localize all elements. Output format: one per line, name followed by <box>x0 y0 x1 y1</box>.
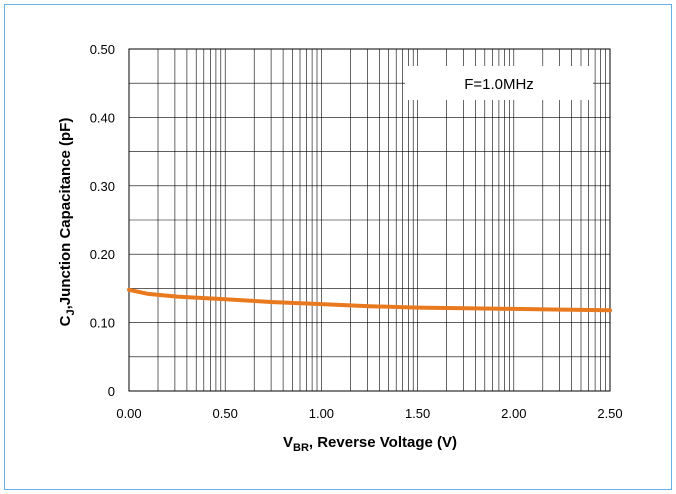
y-axis-title-main: C <box>57 315 74 326</box>
grid-lines <box>129 49 610 391</box>
y-tick-label: 0.40 <box>90 110 115 125</box>
x-tick-label: 0.50 <box>213 406 238 421</box>
y-axis-title-rest: ,Junction Capacitance (pF) <box>57 118 74 310</box>
x-tick-label: 2.00 <box>501 406 526 421</box>
series-line <box>127 287 612 313</box>
y-tick-label: 0.10 <box>90 316 115 331</box>
x-tick-label: 0.00 <box>116 406 141 421</box>
x-axis-title-main: V <box>283 434 293 451</box>
y-axis-title: CJ,Junction Capacitance (pF) <box>57 118 77 327</box>
series-layer <box>127 287 612 313</box>
x-tick-label: 2.50 <box>597 406 622 421</box>
x-tick-label: 1.50 <box>405 406 430 421</box>
y-tick-label: 0.50 <box>90 42 115 57</box>
x-axis-title-rest: , Reverse Voltage (V) <box>309 434 457 451</box>
y-tick-label: 0 <box>108 384 115 399</box>
annotation-box: F=1.0MHz <box>405 66 593 100</box>
chart-frame <box>4 4 672 490</box>
x-tick-labels: 0.00 0.50 1.00 1.50 2.00 2.50 <box>116 406 622 421</box>
x-axis-title: VBR, Reverse Voltage (V) <box>283 434 457 454</box>
x-axis-title-sub: BR <box>293 442 309 454</box>
frequency-annotation: F=1.0MHz <box>464 76 534 93</box>
x-tick-label: 1.00 <box>309 406 334 421</box>
plot-border <box>128 48 611 392</box>
y-axis-title-sub: J <box>65 309 77 315</box>
y-tick-label: 0.30 <box>90 179 115 194</box>
y-tick-label: 0.20 <box>90 247 115 262</box>
y-tick-labels: 0 0.10 0.20 0.30 0.40 0.50 <box>90 42 115 399</box>
